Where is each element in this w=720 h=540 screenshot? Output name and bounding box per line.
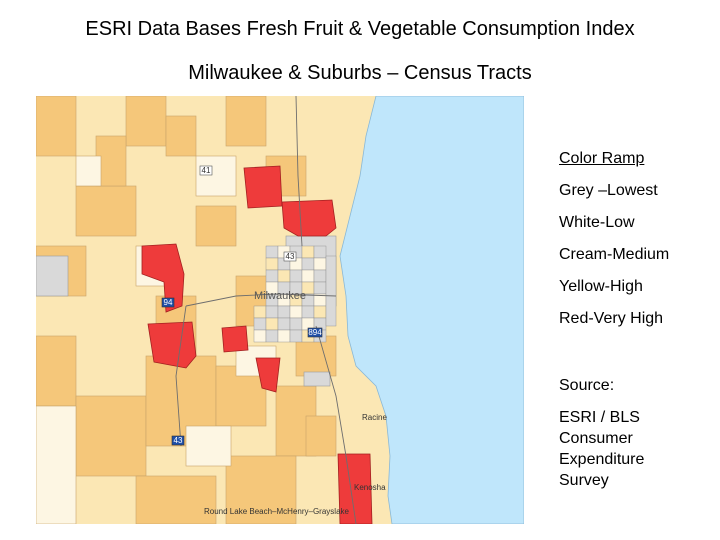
legend-item-yellow: Yellow-High	[559, 278, 643, 295]
label-round-lake: Round Lake Beach–McHenry–Grayslake	[204, 507, 350, 516]
lake-michigan	[339, 96, 524, 524]
legend-item-grey: Grey –Lowest	[559, 182, 658, 199]
legend-item-red: Red-Very High	[559, 310, 664, 327]
label-kenosha: Kenosha	[354, 483, 386, 492]
map-canvas: 41 43 94 894 43 Milwaukee Racine Kenosha…	[36, 96, 524, 524]
source-label: Source:	[559, 377, 615, 394]
shield-icon: 43	[283, 251, 297, 262]
shield-label-1: 41	[202, 166, 211, 175]
label-racine: Racine	[362, 413, 387, 422]
route-shields: 41 43 94 894 43	[161, 165, 323, 446]
highways	[175, 96, 357, 524]
page-subtitle: Milwaukee & Suburbs – Census Tracts	[188, 62, 532, 84]
shield-icon: 94	[161, 297, 175, 308]
census-tract-map: 41 43 94 894 43 Milwaukee Racine Kenosha…	[36, 96, 524, 524]
label-milwaukee: Milwaukee	[254, 290, 306, 302]
color-ramp-legend: Color Ramp Grey –Lowest White-Low Cream-…	[559, 148, 669, 340]
shield-label-2: 43	[286, 252, 295, 261]
source-text: ESRI / BLS Consumer Expenditure Survey	[559, 409, 645, 489]
legend-item-cream: Cream-Medium	[559, 246, 670, 263]
shield-icon: 894	[307, 327, 323, 338]
page-title: ESRI Data Bases Fresh Fruit & Vegetable …	[85, 18, 635, 40]
shield-label-4: 894	[308, 328, 322, 337]
shield-label-3: 94	[164, 298, 173, 307]
shield-icon: 41	[199, 165, 213, 176]
red-tracts	[141, 165, 373, 524]
shield-icon: 43	[171, 435, 185, 446]
legend-header: Color Ramp	[559, 150, 645, 167]
shield-label-5: 43	[174, 436, 183, 445]
legend-item-white: White-Low	[559, 214, 635, 231]
source-note: Source: ESRI / BLS Consumer Expenditure …	[559, 375, 679, 491]
